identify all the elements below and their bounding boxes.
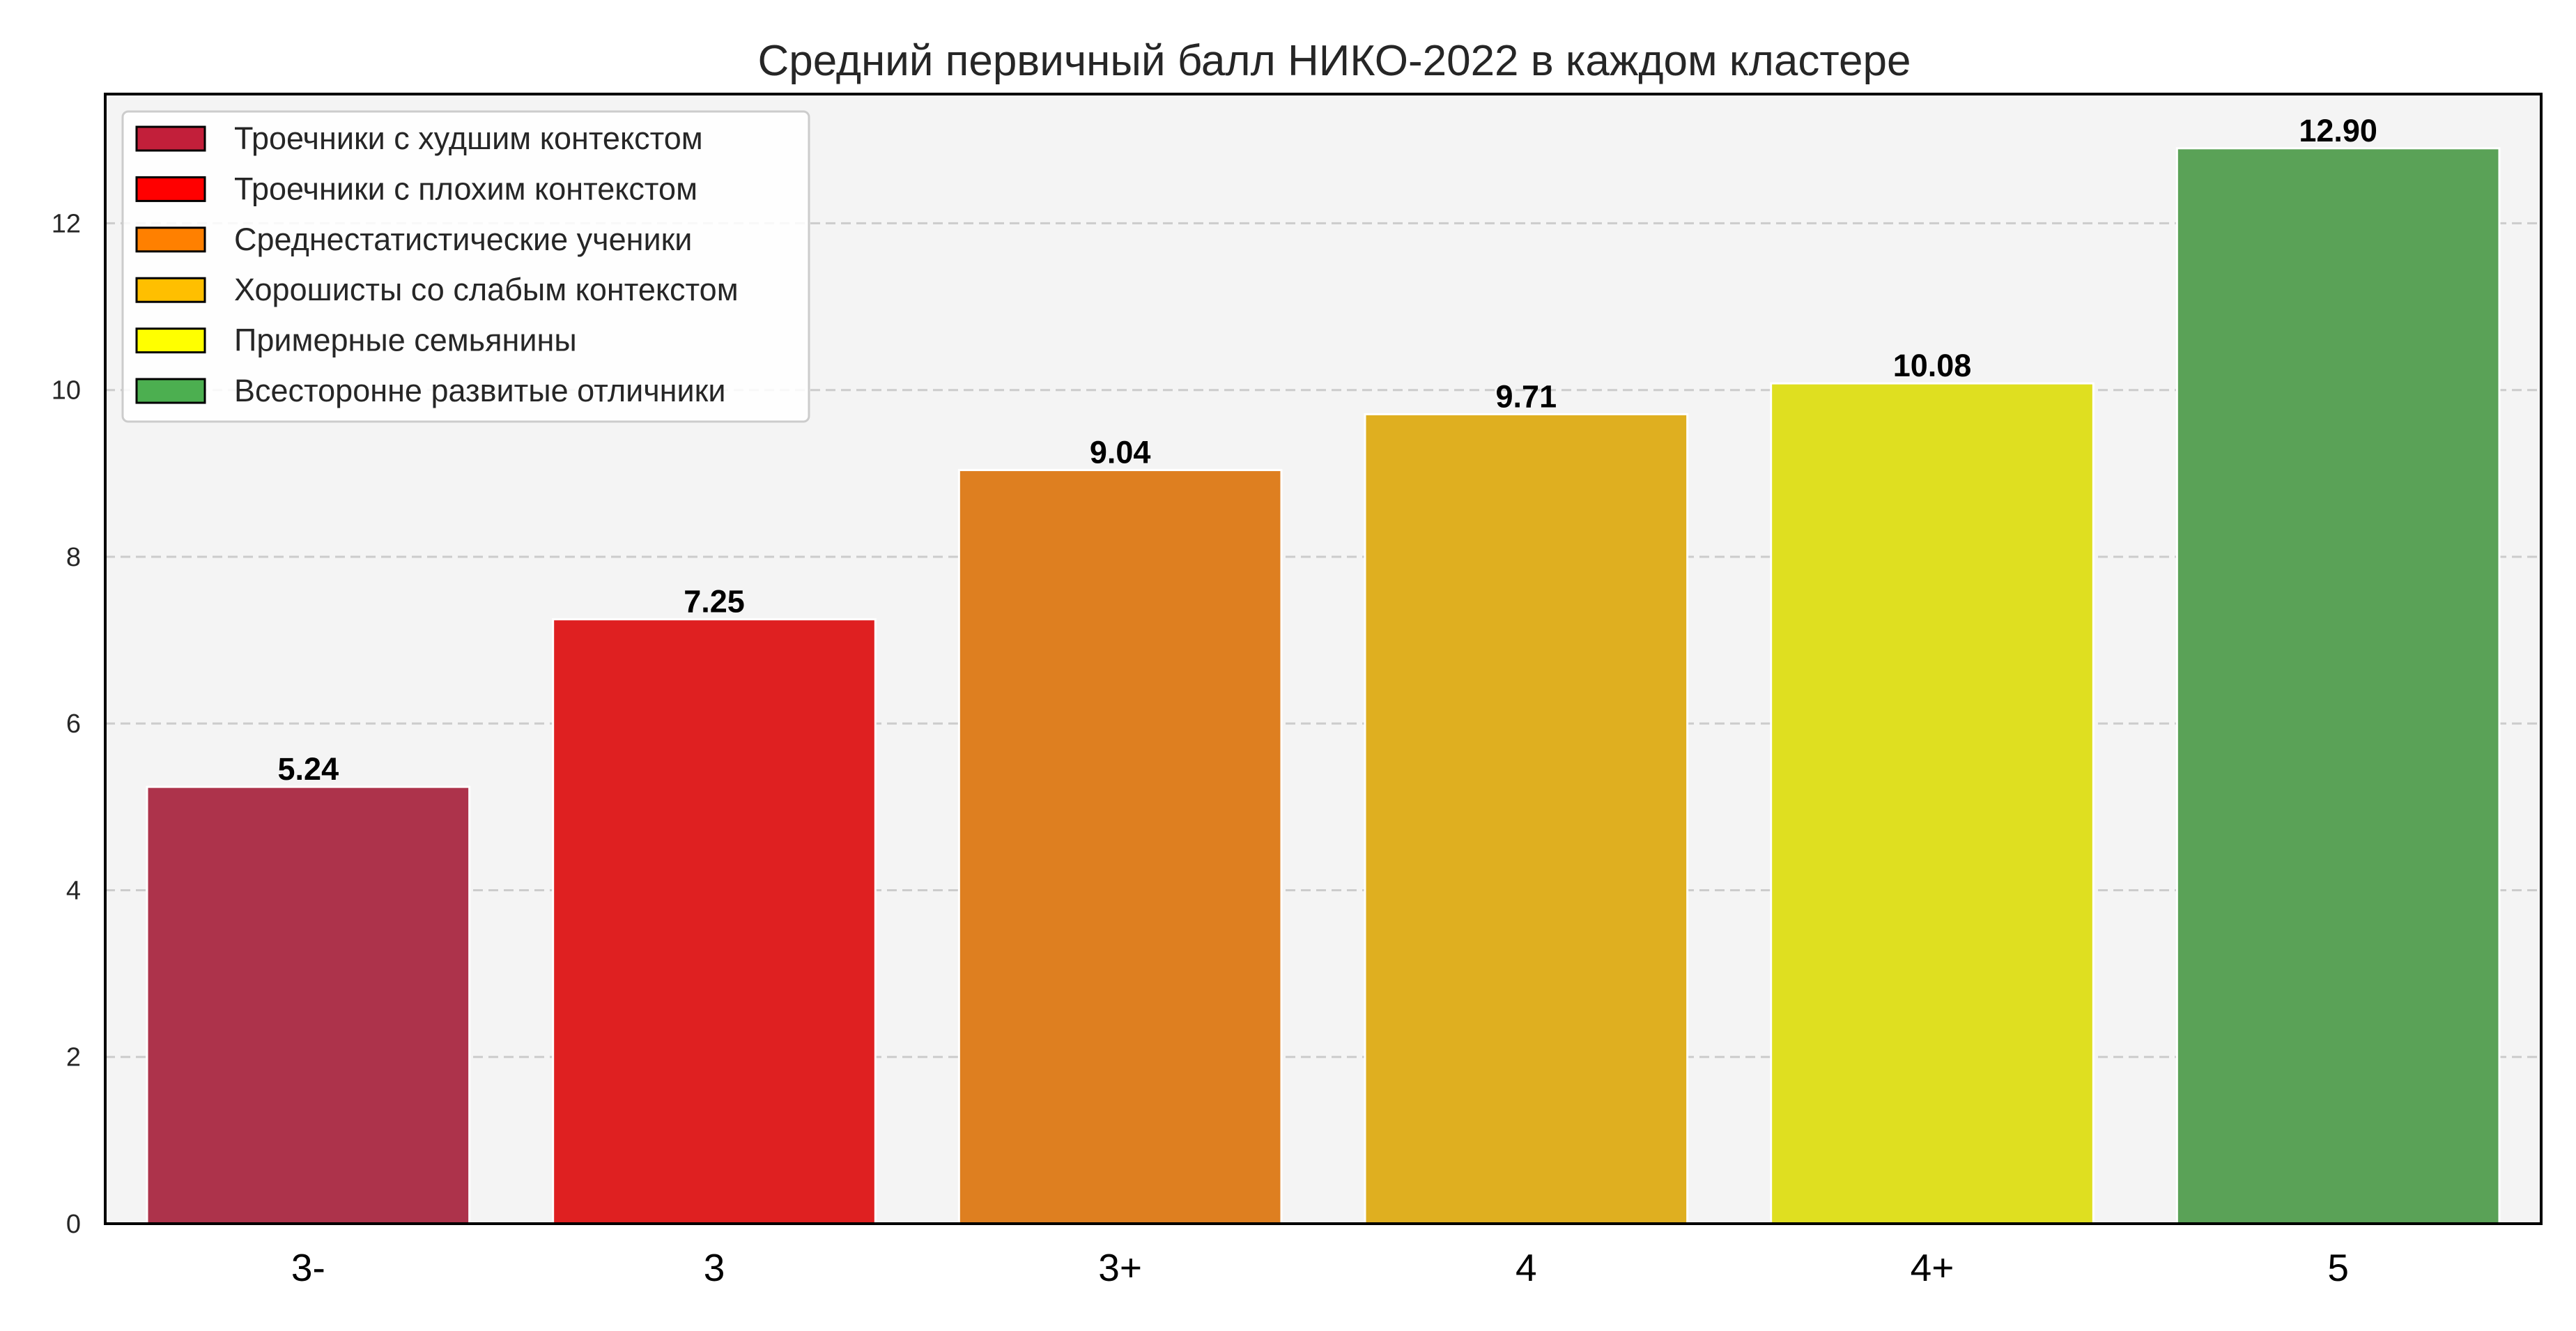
- bar-value-label: 12.90: [2299, 113, 2377, 148]
- y-tick-label: 2: [66, 1043, 81, 1072]
- bar: [957, 469, 1283, 1225]
- x-tick-label: 5: [2327, 1246, 2349, 1289]
- y-tick-label: 10: [52, 376, 81, 406]
- legend-swatch: [135, 378, 206, 404]
- x-axis-ticks: 3- 3 3+ 4 4+ 5: [291, 1246, 2349, 1289]
- legend-label: Троечники с худшим контекстом: [234, 121, 703, 156]
- bar: [1364, 413, 1689, 1225]
- bar-value-label: 9.71: [1496, 378, 1557, 414]
- y-tick-label: 12: [52, 209, 81, 238]
- legend-label: Всесторонне развитые отличники: [234, 373, 725, 408]
- bar-value-label: 5.24: [278, 751, 339, 787]
- x-tick-label: 3+: [1098, 1246, 1142, 1289]
- plot-frame: [104, 93, 2543, 1225]
- bar: [1770, 382, 2095, 1225]
- legend-label: Хорошисты со слабым контекстом: [234, 272, 739, 307]
- legend-swatch: [135, 277, 206, 303]
- bar-value-label: 9.04: [1090, 435, 1151, 470]
- legend-swatch: [135, 176, 206, 202]
- bar: [552, 618, 877, 1225]
- x-tick-label: 3-: [291, 1246, 325, 1289]
- y-tick-label: 4: [66, 876, 81, 905]
- legend-swatch: [135, 226, 206, 253]
- y-tick-label: 0: [66, 1210, 81, 1239]
- bar-value-label: 10.08: [1893, 348, 1972, 383]
- legend: Троечники с худшим контекстом Троечники с…: [121, 110, 810, 423]
- bar-value-label: 7.25: [684, 584, 745, 620]
- legend-box: [121, 110, 810, 423]
- y-axis-ticks: 0 2 4 6 8 10 12: [52, 209, 81, 1239]
- x-tick-label: 4: [1515, 1246, 1537, 1289]
- legend-label: Среднестатистические ученики: [234, 222, 692, 257]
- x-tick-label: 3: [704, 1246, 725, 1289]
- y-tick-label: 8: [66, 543, 81, 572]
- bar: [146, 785, 471, 1225]
- bar-value-labels: 5.24 7.25 9.04 9.71 10.08 12.90: [278, 113, 2377, 787]
- x-tick-label: 4+: [1911, 1246, 1954, 1289]
- chart-title: Средний первичный балл НИКО-2022 в каждо…: [757, 37, 1911, 85]
- bar: [2175, 147, 2501, 1225]
- legend-label: Троечники с плохим контекстом: [234, 171, 697, 206]
- legend-label: Примерные семьянины: [234, 323, 577, 358]
- legend-swatch: [135, 125, 206, 152]
- legend-swatch: [135, 328, 206, 354]
- bars: [146, 147, 2501, 1225]
- y-tick-label: 6: [66, 709, 81, 739]
